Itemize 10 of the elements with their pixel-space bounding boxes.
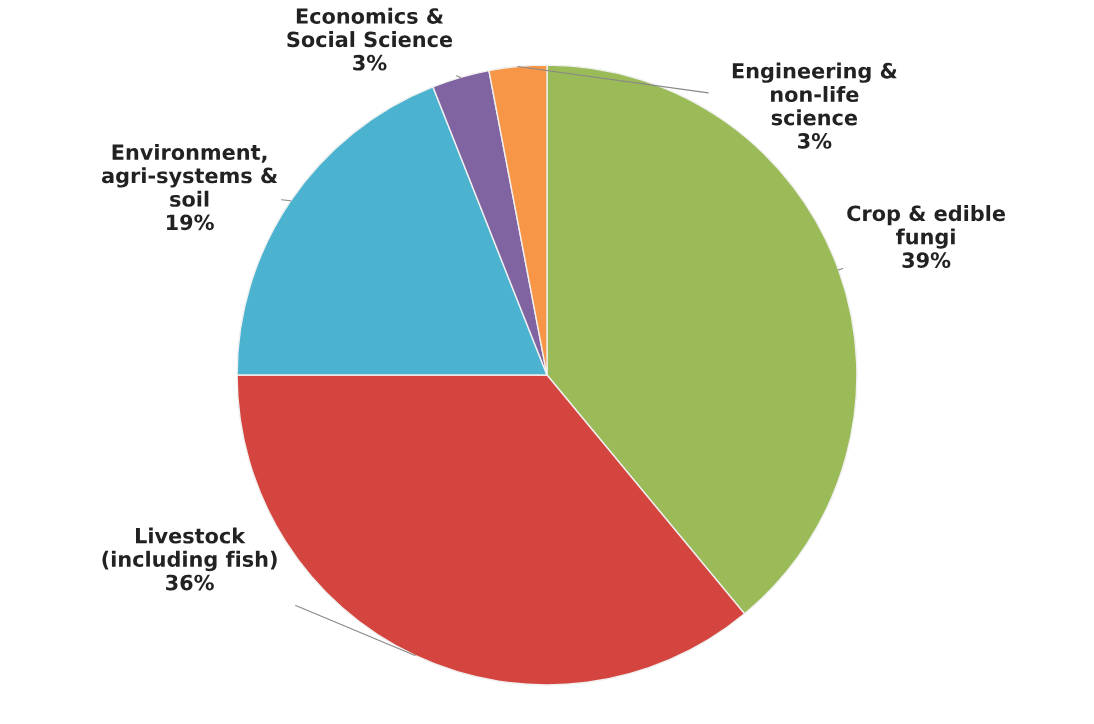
- slice-label: Crop & edible fungi: [847, 205, 1005, 249]
- slice-label: Economics & Social Science: [287, 7, 453, 48]
- data-label: 36%: [166, 574, 214, 591]
- data-label: 19%: [167, 214, 214, 231]
- slice-label: Engineering & non-life science: [732, 62, 897, 126]
- slice-label: Environment, agri-systems & soil: [101, 143, 278, 207]
- slice-label: Livestock (including fish): [102, 527, 277, 572]
- data-label: 3%: [798, 133, 832, 149]
- data-label: 3%: [353, 54, 387, 71]
- data-label: 39%: [902, 252, 951, 268]
